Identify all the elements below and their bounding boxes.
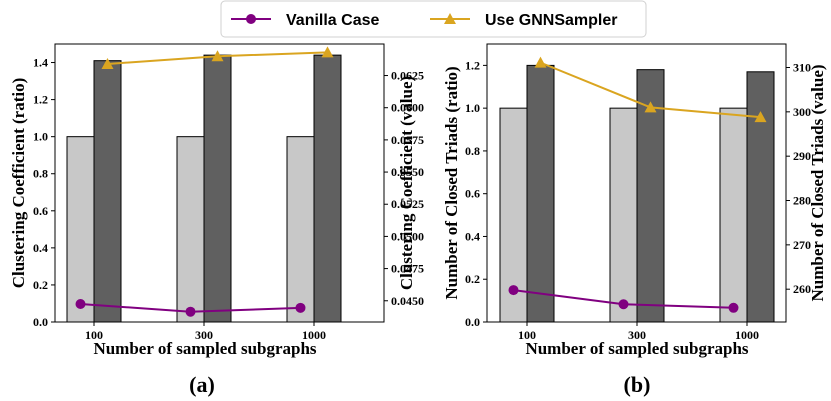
y-ticks-left-b: 0.0 0.2 0.4 0.6 0.8 1.0 1.2 xyxy=(465,58,487,329)
y2-tick-label: 0.0525 xyxy=(391,197,424,211)
y-tick-label: 0.2 xyxy=(465,272,480,286)
y-tick-label: 1.4 xyxy=(33,56,48,70)
point-vanilla-100 xyxy=(508,285,519,296)
bar-gnnsampler-100 xyxy=(93,60,122,323)
y2-tick-label: 0.0450 xyxy=(391,294,424,308)
y-tick-label: 0.6 xyxy=(465,187,480,201)
point-vanilla-300 xyxy=(185,306,196,317)
bar-gnnsampler-1000 xyxy=(746,71,775,323)
y-tick-label: 0.0 xyxy=(33,315,48,329)
bar-vanilla-300 xyxy=(176,136,205,323)
y-ticks-right-a: 0.0450 0.0475 0.0500 0.0525 0.0550 0.0575 0.06… xyxy=(384,69,424,308)
y2-tick-label: 0.0500 xyxy=(391,229,424,243)
point-vanilla-300 xyxy=(618,299,629,310)
y2-tick-label: 300 xyxy=(793,105,811,119)
point-gnnsampler-100 xyxy=(534,56,547,68)
panel-label-b: (b) xyxy=(624,372,651,397)
bar-vanilla-100 xyxy=(66,136,95,323)
y2-tick-label: 280 xyxy=(793,194,811,208)
panel-label-a: (a) xyxy=(189,372,215,397)
y-ticks-left-a: 0.0 0.2 0.4 0.6 0.8 1.0 1.2 1.4 xyxy=(33,56,55,329)
bar-gnnsampler-300 xyxy=(203,54,232,323)
chart-panel-b: 0.0 0.2 0.4 0.6 0.8 1.0 1.2 260 270 280 290 300 310… xyxy=(442,43,827,397)
x-axis-label-a: Number of sampled subgraphs xyxy=(93,339,316,358)
bar-group-a xyxy=(66,54,342,323)
y2-tick-label: 0.0550 xyxy=(391,165,424,179)
x-tick-label: 1000 xyxy=(302,328,326,342)
x-tick-label: 100 xyxy=(518,328,536,342)
y-tick-label: 0.4 xyxy=(465,229,480,243)
y-axis-label-right-b: Number of Closed Triads (value) xyxy=(808,64,827,301)
y-tick-label: 0.8 xyxy=(465,144,480,158)
y2-tick-label: 0.0625 xyxy=(391,69,424,83)
bar-vanilla-300 xyxy=(609,107,638,323)
y-tick-label: 0.2 xyxy=(33,278,48,292)
y-ticks-right-b: 260 270 280 290 300 310 xyxy=(786,60,811,296)
x-tick-label: 300 xyxy=(195,328,213,342)
point-gnnsampler-1000 xyxy=(754,111,767,123)
point-vanilla-100 xyxy=(75,298,86,309)
bar-gnnsampler-1000 xyxy=(313,54,342,323)
y2-tick-label: 310 xyxy=(793,60,811,74)
legend-marker-vanilla xyxy=(246,14,256,24)
bar-group-b xyxy=(499,64,775,323)
bar-vanilla-1000 xyxy=(719,107,748,323)
y-axis-label-right-a: Clustering Coefficient (value) xyxy=(397,76,416,290)
y-tick-label: 0.8 xyxy=(33,167,48,181)
point-vanilla-1000 xyxy=(728,302,739,313)
point-gnnsampler-300 xyxy=(644,101,657,113)
y-tick-label: 1.2 xyxy=(465,58,480,72)
x-tick-label: 1000 xyxy=(735,328,759,342)
chart-panel-a: 0.00.20.40.60.81.01.21.4 0.04500.04750.0… xyxy=(9,43,424,397)
x-ticks-a: 100 300 1000 xyxy=(85,322,326,342)
legend-label-gnnsampler: Use GNNSampler xyxy=(485,12,618,29)
point-gnnsampler-1000 xyxy=(321,46,334,58)
y-tick-label: 1.2 xyxy=(33,93,48,107)
y-tick-label: 0.0 xyxy=(465,315,480,329)
y-axis-label-left-b: Number of Closed Triads (ratio) xyxy=(442,66,461,299)
line-group-b xyxy=(508,56,767,313)
x-tick-label: 100 xyxy=(85,328,103,342)
y-tick-label: 1.0 xyxy=(465,101,480,115)
legend: Vanilla Case Use GNNSampler xyxy=(220,0,647,38)
y-axis-label-left-a: Clustering Coefficient (ratio) xyxy=(9,78,28,289)
y2-tick-label: 260 xyxy=(793,282,811,296)
x-ticks-b: 100 300 1000 xyxy=(518,322,759,342)
y2-tick-label: 0.0475 xyxy=(391,262,424,276)
legend-marker-gnnsampler xyxy=(444,13,456,24)
plot-frame-a xyxy=(54,43,385,323)
bar-vanilla-1000 xyxy=(286,136,315,323)
x-tick-label: 300 xyxy=(628,328,646,342)
line-group-a xyxy=(75,46,334,317)
y2-tick-label: 290 xyxy=(793,149,811,163)
legend-label-vanilla: Vanilla Case xyxy=(286,12,379,29)
bar-gnnsampler-100 xyxy=(526,64,555,323)
y2-tick-label: 270 xyxy=(793,238,811,252)
point-vanilla-1000 xyxy=(295,302,306,313)
x-axis-label-b: Number of sampled subgraphs xyxy=(525,339,748,358)
y-tick-label: 1.0 xyxy=(33,130,48,144)
point-gnnsampler-300 xyxy=(211,50,224,62)
y-tick-label: 0.4 xyxy=(33,241,48,255)
y-tick-label: 0.6 xyxy=(33,204,48,218)
y2-tick-label: 0.0600 xyxy=(391,101,424,115)
y2-tick-label: 0.0575 xyxy=(391,133,424,147)
point-gnnsampler-100 xyxy=(101,57,114,69)
